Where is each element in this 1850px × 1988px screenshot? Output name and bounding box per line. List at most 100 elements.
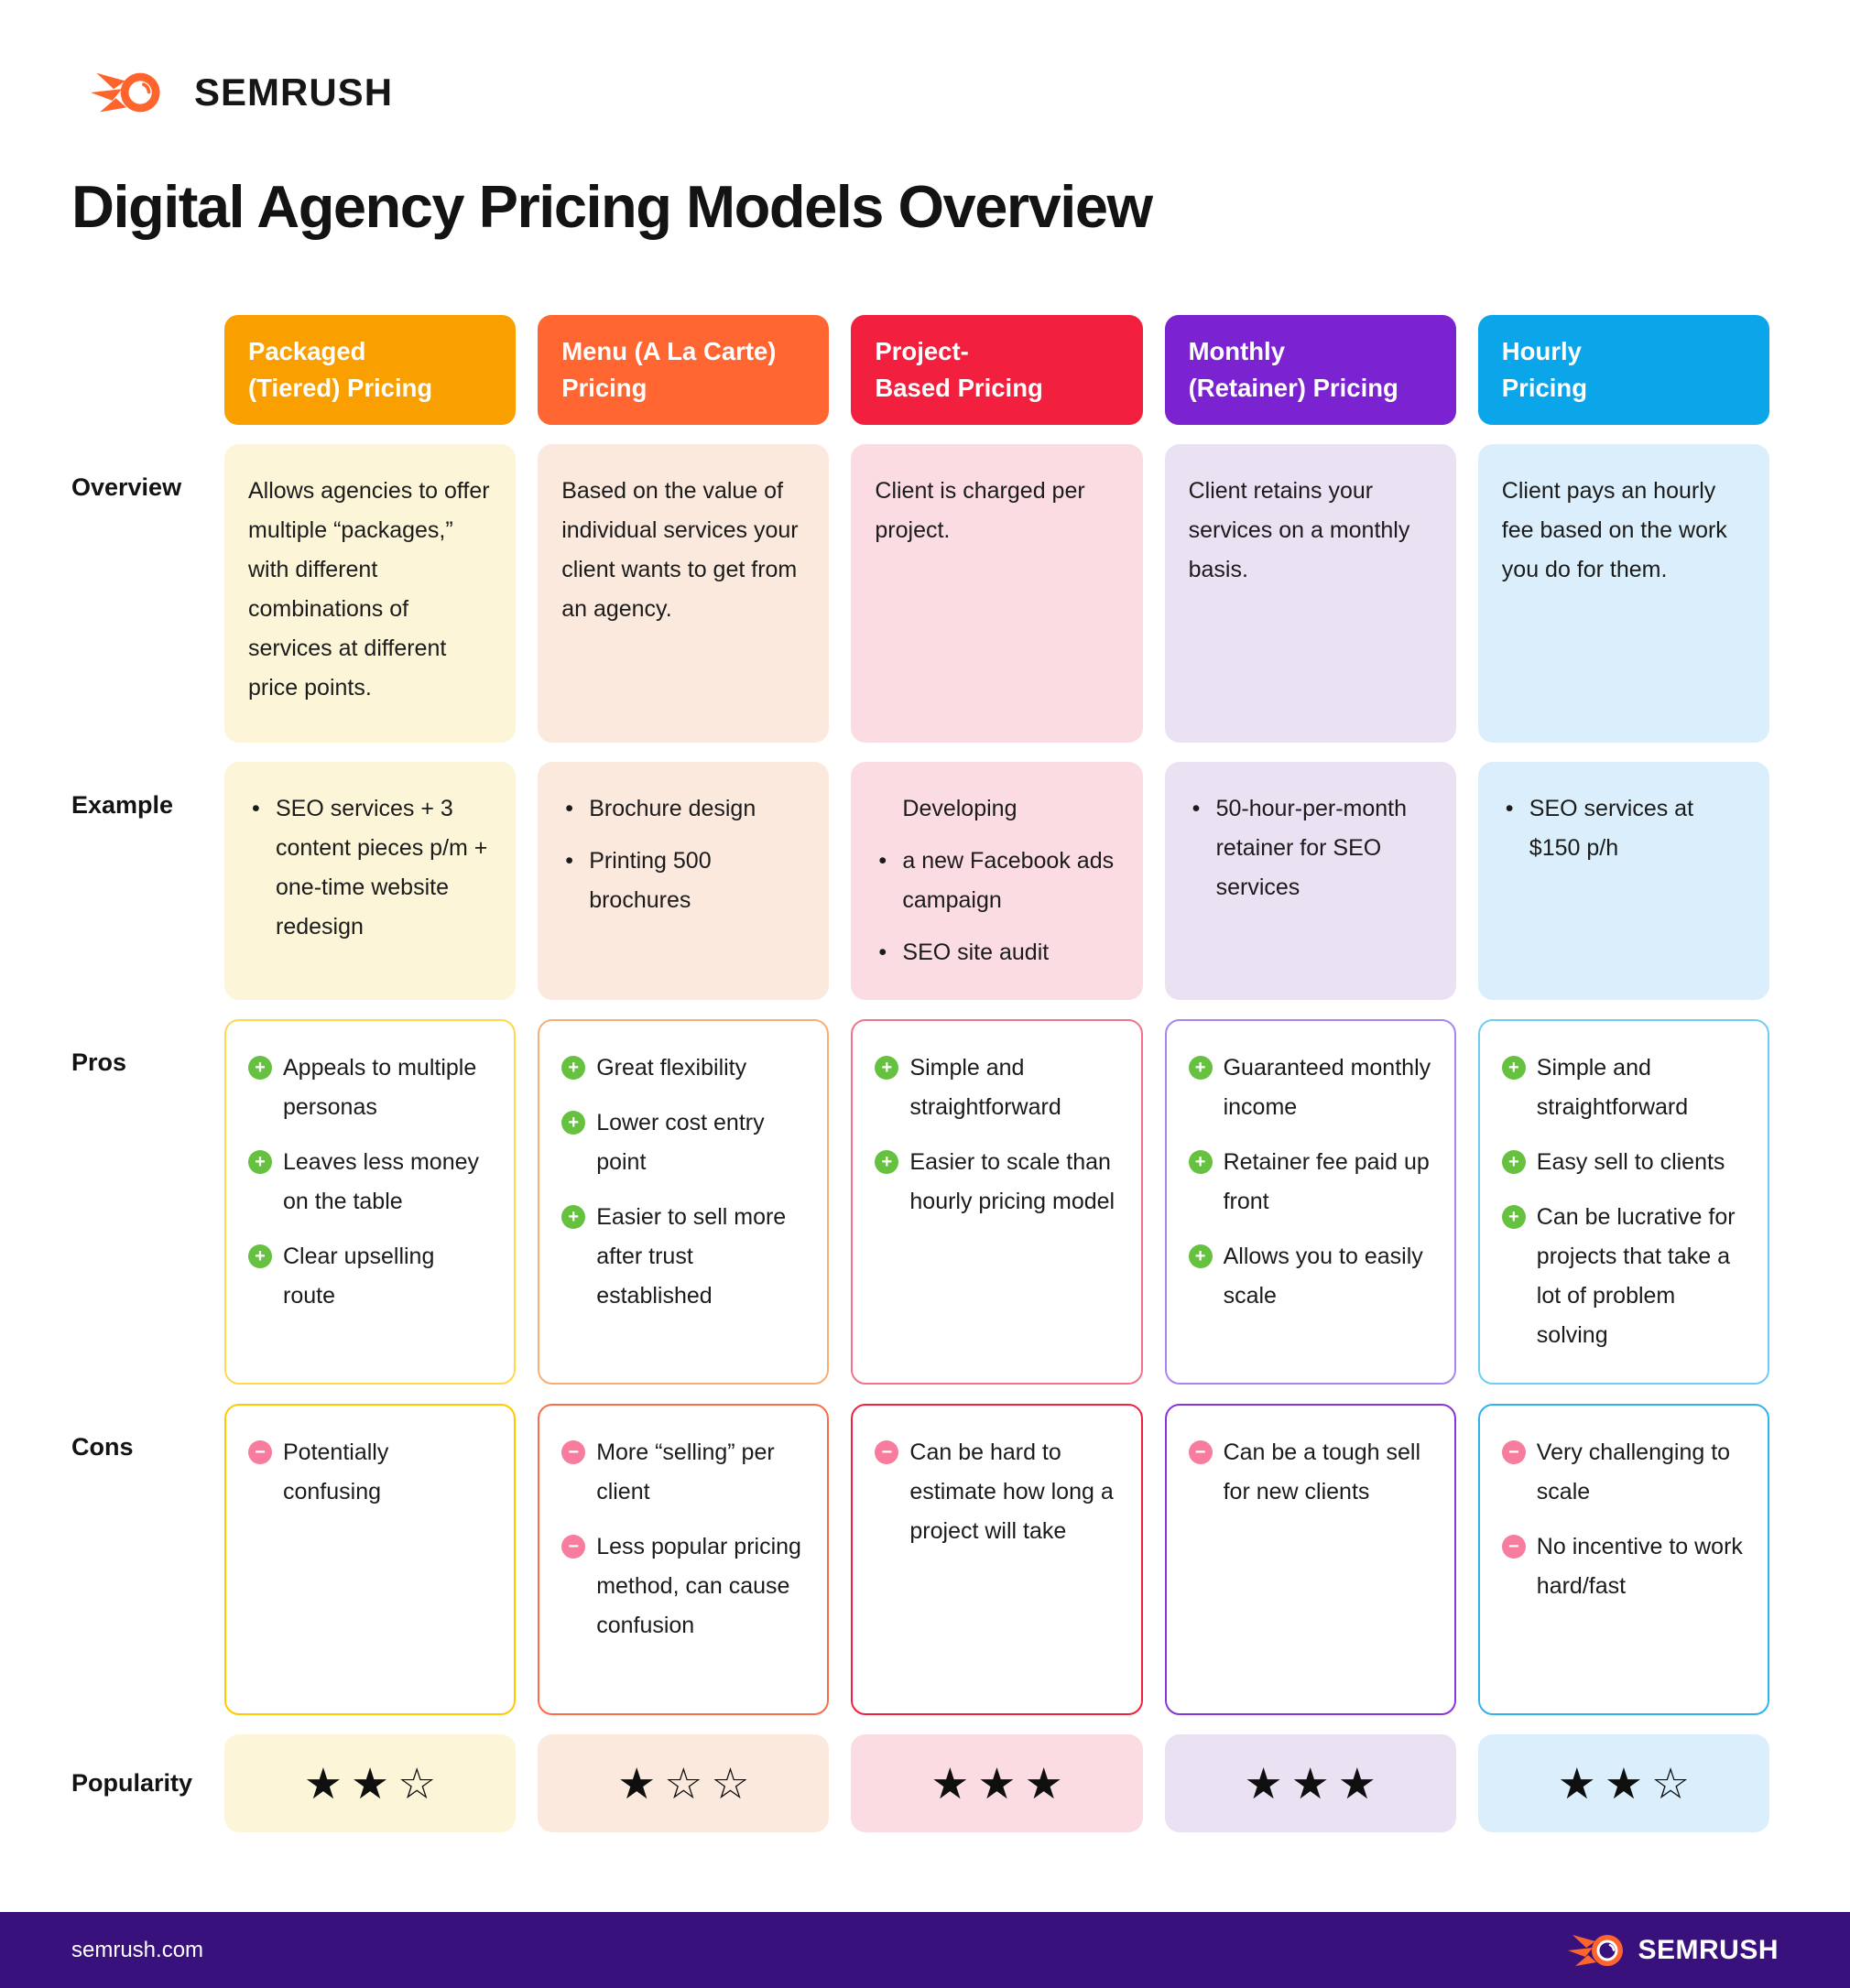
- star-filled-icon: ★: [617, 1759, 657, 1809]
- pros-item: + Retainer fee paid up front: [1188, 1143, 1432, 1222]
- pros-cell: + Appeals to multiple personas + Leaves le…: [224, 1019, 517, 1385]
- plus-icon: +: [248, 1056, 272, 1081]
- pricing-comparison-table: Packaged (Tiered) Pricing Menu (A La Car…: [71, 315, 1769, 1833]
- pros-item: + Guaranteed monthly income: [1188, 1048, 1432, 1127]
- list-item: • Printing 500 brochures: [561, 842, 805, 920]
- brand-name: SEMRUSH: [1638, 1934, 1779, 1965]
- star-filled-icon: ★: [303, 1759, 343, 1809]
- overview-cell: Client is charged per project.: [851, 444, 1143, 744]
- brand-name: SEMRUSH: [194, 71, 394, 114]
- list-item: • Brochure design: [561, 789, 805, 829]
- column-header-menu-a-la-carte: Menu (A La Carte) Pricing: [538, 315, 830, 426]
- pros-item: + Clear upselling route: [248, 1237, 492, 1316]
- popularity-cell: ★ ★ ☆: [224, 1734, 517, 1833]
- page-title: Digital Agency Pricing Models Overview: [71, 173, 1153, 240]
- cons-cell: − Can be hard to estimate how long a proj…: [851, 1404, 1143, 1716]
- pros-item: + Appeals to multiple personas: [248, 1048, 492, 1127]
- pros-item: + Simple and straightforward: [875, 1048, 1118, 1127]
- plus-icon: +: [248, 1244, 272, 1269]
- star-filled-icon: ★: [930, 1759, 970, 1809]
- bullet-icon: •: [878, 848, 887, 875]
- list-item: •Developing: [902, 796, 1018, 822]
- plus-icon: +: [561, 1111, 586, 1135]
- star-filled-icon: ★: [1024, 1759, 1063, 1809]
- star-filled-icon: ★: [1244, 1759, 1283, 1809]
- cons-cell: − Can be a tough sell for new clients: [1164, 1404, 1456, 1716]
- column-header-packaged-tiered: Packaged (Tiered) Pricing: [224, 315, 517, 426]
- pros-item: + Easier to sell more after trust establi…: [561, 1198, 805, 1316]
- minus-icon: −: [1501, 1440, 1526, 1465]
- cons-item: − No incentive to work hard/fast: [1501, 1527, 1746, 1606]
- overview-cell: Client pays an hourly fee based on the w…: [1477, 444, 1769, 744]
- cons-cell: − Potentially confusing: [224, 1404, 517, 1716]
- column-header-hourly: Hourly Pricing: [1477, 315, 1769, 426]
- plus-icon: +: [875, 1056, 899, 1081]
- cons-item: − Very challenging to scale: [1501, 1433, 1746, 1512]
- star-empty-icon: ☆: [711, 1759, 750, 1809]
- popularity-cell: ★ ★ ☆: [1477, 1734, 1769, 1833]
- column-header-project-based: Project- Based Pricing: [851, 315, 1143, 426]
- example-cell: • SEO services at $150 p/h: [1477, 762, 1769, 1001]
- plus-icon: +: [875, 1150, 899, 1175]
- semrush-flame-icon: [1568, 1934, 1624, 1966]
- star-empty-icon: ☆: [397, 1759, 437, 1809]
- row-label-pros: Pros: [71, 1048, 127, 1077]
- overview-text: Client retains your services on a monthl…: [1188, 478, 1410, 583]
- minus-icon: −: [561, 1535, 586, 1559]
- star-filled-icon: ★: [1604, 1759, 1643, 1809]
- cons-item: − More “selling” per client: [561, 1433, 805, 1512]
- bullet-icon: •: [565, 796, 573, 822]
- overview-text: Based on the value of individual service…: [561, 478, 799, 623]
- plus-icon: +: [1501, 1056, 1526, 1081]
- plus-icon: +: [248, 1150, 272, 1175]
- star-empty-icon: ☆: [664, 1759, 703, 1809]
- pros-item: + Simple and straightforward: [1501, 1048, 1746, 1127]
- pros-cell: + Simple and straightforward + Easier to s…: [851, 1019, 1143, 1385]
- plus-icon: +: [561, 1205, 586, 1230]
- pros-cell: + Great flexibility + Lower cost entry poi…: [538, 1019, 830, 1385]
- list-item: • a new Facebook ads campaign: [875, 842, 1118, 920]
- plus-icon: +: [561, 1056, 586, 1081]
- row-label-spacer: [71, 315, 202, 425]
- minus-icon: −: [561, 1440, 586, 1465]
- pros-item: + Allows you to easily scale: [1188, 1237, 1432, 1316]
- overview-text: Client is charged per project.: [875, 478, 1085, 544]
- plus-icon: +: [1501, 1205, 1526, 1230]
- bullet-icon: •: [878, 940, 887, 966]
- cons-cell: − More “selling” per client − Less popular…: [538, 1404, 830, 1716]
- bullet-icon: •: [565, 848, 573, 875]
- list-item: • SEO services at $150 p/h: [1502, 789, 1746, 868]
- semrush-footer-logo: SEMRUSH: [1568, 1929, 1779, 1972]
- popularity-cell: ★ ★ ★: [1164, 1734, 1456, 1833]
- column-header-monthly-retainer: Monthly (Retainer) Pricing: [1164, 315, 1456, 426]
- pros-item: + Easier to scale than hourly pricing mod…: [875, 1143, 1118, 1222]
- minus-icon: −: [248, 1440, 272, 1465]
- example-cell: • Brochure design • Printing 500 brochures: [538, 762, 830, 1001]
- example-cell: •Developing •a new Facebook ads campaign…: [851, 762, 1143, 1001]
- row-label-overview: Overview: [71, 473, 182, 502]
- example-cell: • SEO services + 3 content pieces p/m + o…: [224, 762, 517, 1001]
- pros-item: + Leaves less money on the table: [248, 1143, 492, 1222]
- footer-url: semrush.com: [71, 1937, 204, 1962]
- plus-icon: +: [1188, 1056, 1213, 1081]
- pros-item: + Can be lucrative for projects that take…: [1501, 1198, 1746, 1355]
- star-filled-icon: ★: [351, 1759, 390, 1809]
- bullet-icon: •: [252, 796, 260, 822]
- list-item: • SEO services + 3 content pieces p/m + o…: [248, 789, 492, 947]
- cons-item: − Can be hard to estimate how long a proj…: [875, 1433, 1118, 1551]
- plus-icon: +: [1501, 1150, 1526, 1175]
- example-cell: • 50-hour-per-month retainer for SEO serv…: [1164, 762, 1456, 1001]
- overview-text: Client pays an hourly fee based on the w…: [1501, 478, 1727, 583]
- pros-item: + Lower cost entry point: [561, 1103, 805, 1182]
- plus-icon: +: [1188, 1244, 1213, 1269]
- footer-bar: semrush.com SEMRUSH: [0, 1912, 1850, 1988]
- cons-cell: − Very challenging to scale − No incentive…: [1477, 1404, 1769, 1716]
- semrush-logo: SEMRUSH: [71, 66, 1769, 119]
- star-filled-icon: ★: [1557, 1759, 1596, 1809]
- cons-item: − Can be a tough sell for new clients: [1188, 1433, 1432, 1512]
- minus-icon: −: [875, 1440, 899, 1465]
- pros-item: + Easy sell to clients: [1501, 1143, 1746, 1182]
- star-filled-icon: ★: [1337, 1759, 1377, 1809]
- plus-icon: +: [1188, 1150, 1213, 1175]
